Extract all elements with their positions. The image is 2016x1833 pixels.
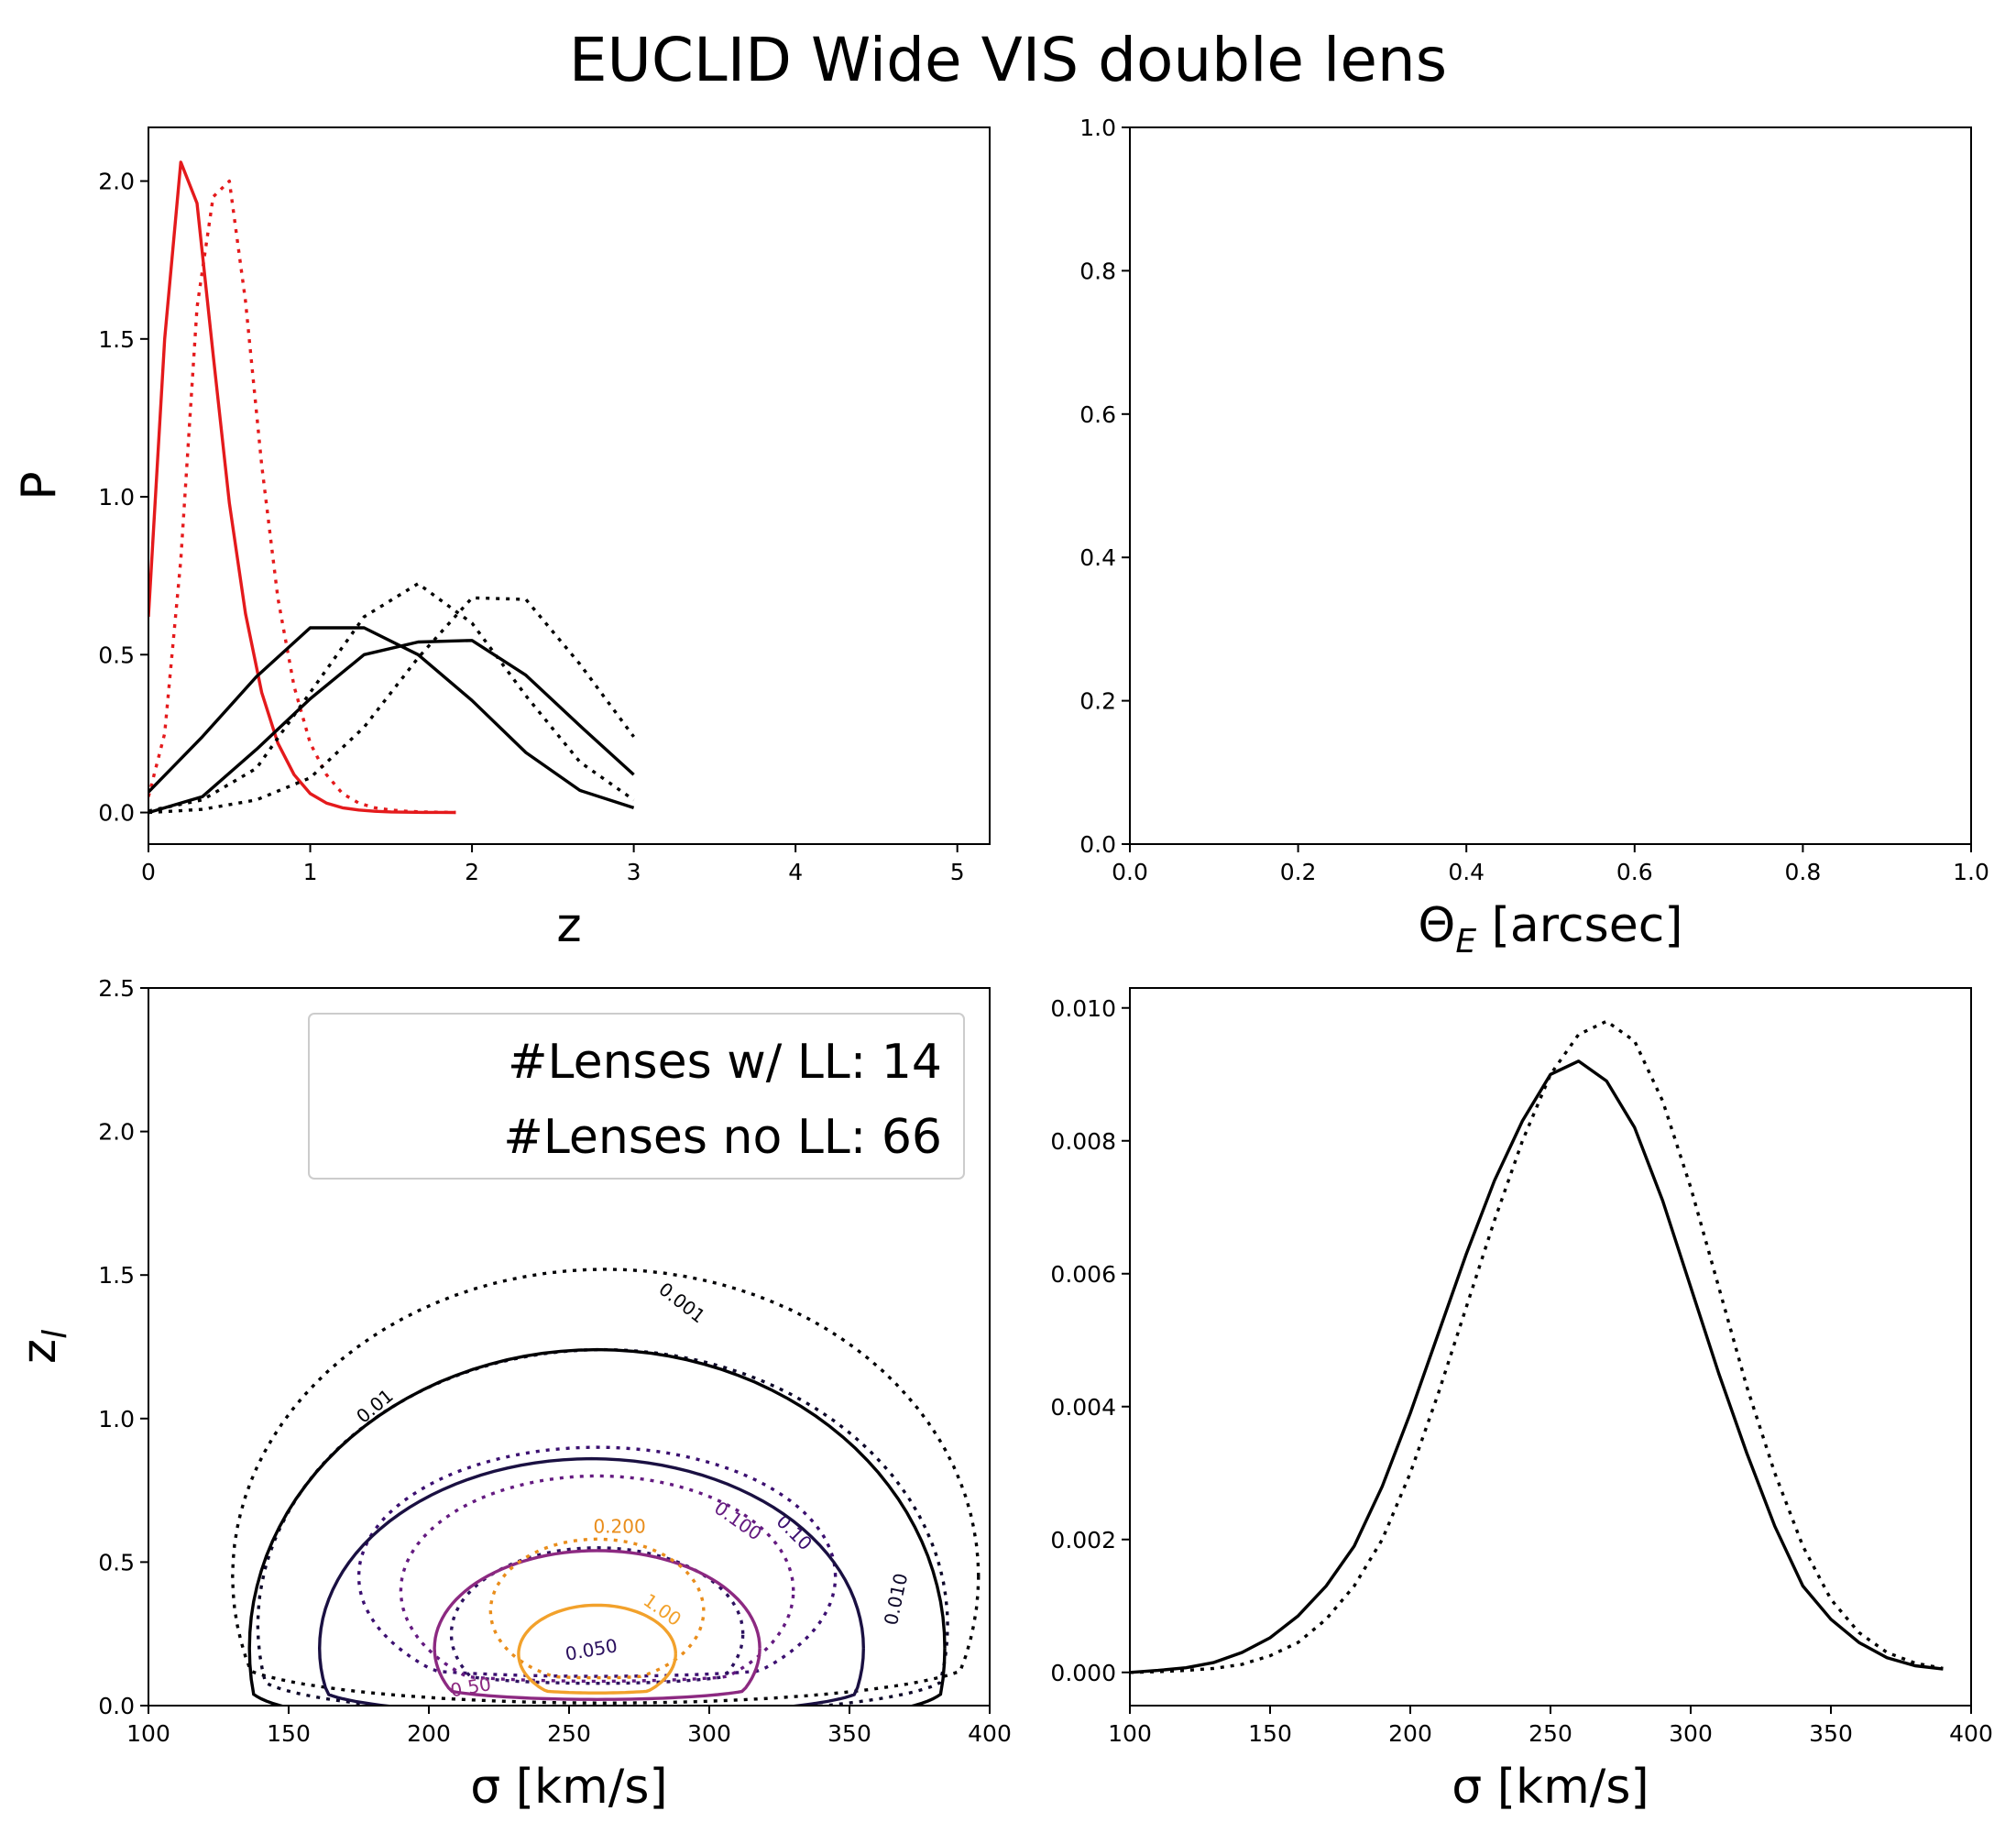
series-line-4 [148, 582, 635, 813]
y-tick-label: 1.5 [98, 1262, 135, 1289]
x-tick-label: 4 [788, 859, 803, 885]
x-tick-label: 150 [267, 1720, 311, 1747]
plot-area [148, 160, 635, 815]
x-tick-label: 0.8 [1785, 859, 1822, 885]
contour-label: 0.001 [654, 1278, 709, 1327]
series-line-0 [148, 160, 456, 815]
legend-entry: #Lenses no LL: 66 [503, 1110, 942, 1165]
x-tick-label: 3 [627, 859, 641, 885]
series-line-5 [148, 596, 635, 815]
y-tick-label: 0.0 [1079, 831, 1116, 858]
y-tick-label: 0.6 [1079, 401, 1116, 428]
series-line-3 [148, 639, 635, 815]
legend-box [308, 1013, 965, 1180]
legend: #Lenses w/ LL: 14 #Lenses no LL: 66 [308, 1013, 965, 1180]
x-tick-label: 0.4 [1448, 859, 1485, 885]
series-line-1 [148, 179, 456, 815]
x-tick-label: 400 [968, 1720, 1012, 1747]
axes-frame [148, 126, 991, 845]
x-tick-label: 1.0 [1953, 859, 1989, 885]
y-tick-label: 0.5 [98, 1549, 135, 1575]
y-tick-label: 0.000 [1050, 1660, 1116, 1686]
y-tick-label: 2.5 [98, 975, 135, 1002]
contour-line-5 [399, 1474, 795, 1684]
series-line-0 [1130, 1059, 1944, 1674]
panels: 0 1 2 3 4 5 0.0 0.5 1.0 1.5 2.0 z P 0.0 0.2 0.4 0.6 0.8 1.… [12, 115, 1993, 1815]
x-tick-label: 5 [950, 859, 965, 885]
contour-line-2 [247, 1347, 947, 1706]
y-axis-label: zl [12, 1330, 74, 1364]
y-tick-label: 0.008 [1050, 1128, 1116, 1155]
plot-area: 0.001 0.010 0.01 0.100.100 0.050 0.50 0.200 1.0… [231, 1268, 981, 1706]
y-tick-label: 0.006 [1050, 1261, 1116, 1288]
y-tick-label: 1.0 [98, 1406, 135, 1432]
x-tick-label: 250 [547, 1720, 591, 1747]
x-tick-label: 1 [303, 859, 318, 885]
y-tick-label: 2.0 [98, 1119, 135, 1146]
x-tick-label: 350 [827, 1720, 871, 1747]
y-tick-label: 0.0 [98, 1693, 135, 1719]
x-axis-label: σ [km/s] [1452, 1760, 1649, 1815]
x-tick-label: 400 [1949, 1720, 1993, 1747]
y-tick-label: 1.5 [98, 326, 135, 353]
contour-label: 0.050 [564, 1634, 619, 1665]
contour-label: 0.10 [772, 1510, 816, 1554]
x-tick-label: 0.2 [1280, 859, 1317, 885]
x-tick-label: 0 [141, 859, 156, 885]
y-tick-label: 0.010 [1050, 995, 1116, 1022]
contour-label: 0.010 [880, 1571, 912, 1627]
x-tick-label: 2 [465, 859, 479, 885]
contour-line-8 [488, 1537, 706, 1680]
plot-area [1130, 1019, 1944, 1674]
y-tick-label: 0.2 [1079, 688, 1116, 715]
y-tick-label: 0.0 [98, 800, 135, 827]
y-tick-label: 0.4 [1079, 544, 1116, 571]
contour-line-3 [356, 1445, 838, 1678]
x-axis-label: z [556, 898, 581, 953]
x-axis-label: ΘE [arcsec] [1418, 898, 1682, 960]
y-tick-label: 0.8 [1079, 258, 1116, 284]
x-tick-label: 250 [1528, 1720, 1572, 1747]
x-tick-label: 200 [407, 1720, 451, 1747]
series-line-1 [1130, 1019, 1944, 1674]
y-tick-label: 0.002 [1050, 1527, 1116, 1553]
x-tick-label: 300 [1669, 1720, 1713, 1747]
contour-label: 0.100 [710, 1497, 766, 1545]
y-tick-label: 1.0 [1079, 115, 1116, 141]
legend-entry: #Lenses w/ LL: 14 [508, 1035, 942, 1090]
contour-line-4 [317, 1456, 865, 1706]
x-tick-label: 0.6 [1616, 859, 1653, 885]
figure-title: EUCLID Wide VIS double lens [569, 25, 1447, 95]
panel-bottom-left: 0.001 0.010 0.01 0.100.100 0.050 0.50 0.200 1.0… [12, 975, 1012, 1815]
series-line-2 [148, 626, 635, 810]
y-tick-label: 2.0 [98, 169, 135, 195]
x-tick-label: 300 [687, 1720, 731, 1747]
contour-label: 0.50 [449, 1673, 493, 1701]
contour-line-9 [517, 1603, 677, 1695]
contour-line-6 [449, 1545, 745, 1685]
panel-top-left: 0 1 2 3 4 5 0.0 0.5 1.0 1.5 2.0 z P [12, 126, 991, 953]
axes-frame [1129, 987, 1972, 1707]
y-tick-label: 0.004 [1050, 1394, 1116, 1421]
contour-label: 0.200 [593, 1515, 645, 1537]
contour-line-0 [231, 1268, 981, 1705]
x-tick-label: 350 [1809, 1720, 1853, 1747]
x-tick-label: 100 [126, 1720, 170, 1747]
y-axis-label: P [12, 471, 67, 499]
contour-label: 1.00 [640, 1589, 685, 1630]
contour-label: 0.01 [352, 1385, 398, 1428]
x-tick-label: 150 [1248, 1720, 1292, 1747]
x-tick-label: 0.0 [1112, 859, 1148, 885]
y-tick-label: 0.5 [98, 642, 135, 668]
x-tick-label: 200 [1388, 1720, 1432, 1747]
y-tick-label: 1.0 [98, 484, 135, 510]
panel-bottom-right: 100 150 200 250 300 350 400 0.000 0.002 0.004 0.00… [1050, 987, 1993, 1815]
x-axis-label: σ [km/s] [470, 1760, 667, 1815]
axes-frame [1129, 126, 1972, 845]
panel-top-right: 0.0 0.2 0.4 0.6 0.8 1.0 0.0 0.2 0.4 0.6 0.8 1.0 ΘE [… [1079, 115, 1989, 960]
contour-line-7 [433, 1549, 761, 1702]
x-tick-label: 100 [1108, 1720, 1152, 1747]
